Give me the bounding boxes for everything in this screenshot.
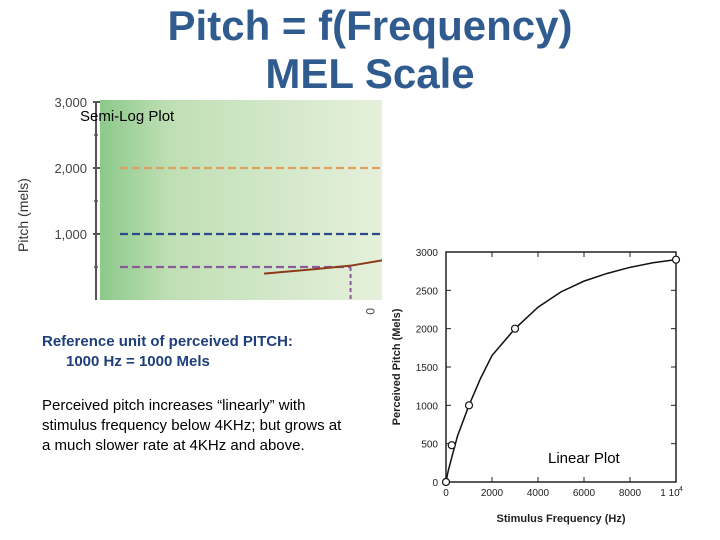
linear-data-marker <box>671 255 681 264</box>
linear-x-tick-label: 1 10 <box>660 488 680 499</box>
title-line-1: Pitch = f(Frequency) <box>167 2 573 49</box>
linear-x-tick-label: 6000 <box>573 488 596 499</box>
reference-text: Reference unit of perceived PITCH: 1000 … <box>42 332 293 372</box>
linear-x-tick-label: 8000 <box>619 488 642 499</box>
linear-y-tick-label: 500 <box>421 440 438 451</box>
linear-x-tick-label: 4000 <box>527 488 550 499</box>
reference-line-1: Reference unit of perceived PITCH: <box>42 333 293 350</box>
linear-plot-frame <box>445 251 677 483</box>
reference-line-2: 1000 Hz = 1000 Mels <box>66 353 210 370</box>
slide-title: Pitch = f(Frequency) MEL Scale <box>110 2 630 98</box>
title-line-2: MEL Scale <box>265 50 475 97</box>
linear-chart: 3000 2500 2000 1500 1000 500 00 2000 4000 6000 800… <box>391 248 683 525</box>
linear-data-marker <box>510 324 520 333</box>
linear-data-marker <box>447 441 456 450</box>
semilog-y-tick-label: 1,000 <box>54 227 87 242</box>
linear-y-tick-label: 2000 <box>416 325 439 336</box>
linear-data-marker <box>441 477 451 487</box>
semilog-chart: 3,000 2,000 1,000 Pitch (mels) 0 <box>15 95 383 315</box>
linear-y-tick-label: 1500 <box>416 363 439 374</box>
linear-data-marker <box>464 401 474 410</box>
linear-x-tick-label: 2000 <box>481 488 504 499</box>
description-text: Perceived pitch increases “linearly” wit… <box>42 397 342 454</box>
semilog-y-tick-label: 2,000 <box>54 161 87 176</box>
semilog-y-axis-label: Pitch (mels) <box>15 178 31 252</box>
linear-y-tick-label: 3000 <box>416 248 439 259</box>
semilog-plot-background <box>100 100 382 300</box>
linear-x-tick-exponent: 4 <box>679 486 683 493</box>
linear-y-axis-label: Perceived Pitch (Mels) <box>391 308 403 425</box>
linear-y-tick-label: 1000 <box>416 401 439 412</box>
semilog-curve <box>264 259 383 275</box>
linear-y-tick-label: 0 <box>432 478 438 489</box>
semilog-x-tick-label: 0 <box>363 308 377 315</box>
linear-plot-label: Linear Plot <box>548 450 620 467</box>
linear-curve <box>445 258 677 483</box>
linear-y-tick-label: 2500 <box>416 286 439 297</box>
linear-x-tick-label: 0 <box>443 488 449 499</box>
linear-x-axis-label: Stimulus Frequency (Hz) <box>497 513 626 525</box>
semilog-label: Semi-Log Plot <box>80 108 175 125</box>
semilog-y-tick-label: 3,000 <box>54 95 87 110</box>
